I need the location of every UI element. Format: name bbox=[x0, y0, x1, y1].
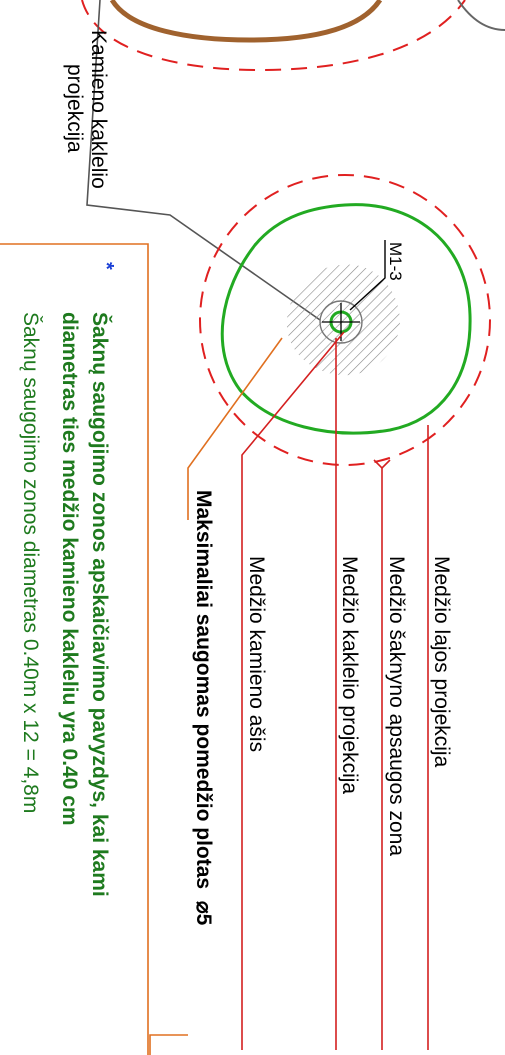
stump-collar-leader bbox=[86, 0, 321, 321]
protected-area-leader bbox=[187, 337, 283, 520]
neighbor-gray-outline bbox=[457, 0, 505, 31]
note-formula: Šaknų saugojimo zonos diametras 0.40m x … bbox=[19, 312, 42, 813]
collar-projection-label: Medžio kaklelio projekcija bbox=[338, 556, 361, 794]
tree-id-leader bbox=[349, 240, 386, 311]
protection-leader-tick bbox=[373, 459, 391, 470]
protected-area-leader-bottom bbox=[149, 1034, 188, 1055]
crown-projection-outline bbox=[220, 203, 472, 435]
root-protection-label: Medžio šaknyno apsaugos zona bbox=[385, 556, 408, 856]
note-box bbox=[0, 243, 149, 1055]
tree-id-label: M1-3 bbox=[386, 242, 405, 281]
note-title-line1: Šaknų saugojimo zonos apskaičiavimo pavy… bbox=[88, 312, 112, 897]
neighbor-protection-zone bbox=[81, 0, 466, 72]
root-protection-zone-circle bbox=[199, 174, 491, 466]
stump-collar-label-2: projekcija bbox=[63, 64, 86, 153]
collar-circle bbox=[319, 300, 363, 344]
hatched-area bbox=[286, 264, 400, 376]
crown-projection-label: Medžio lajos projekcija bbox=[430, 556, 453, 768]
neighbor-root-outline bbox=[109, 0, 383, 43]
axis-leader bbox=[241, 331, 345, 1050]
note-marker: * bbox=[95, 262, 117, 270]
note-title-line2: diametras ties medžio kamieno kakleliu y… bbox=[58, 312, 81, 826]
stump-collar-label-1: Kamieno kaklelio bbox=[87, 30, 110, 189]
trunk-axis-label: Medžio kamieno ašis bbox=[245, 556, 268, 752]
max-protected-area-label: Maksimaliai saugomas pomedžio plotas ⌀5 bbox=[192, 490, 215, 926]
